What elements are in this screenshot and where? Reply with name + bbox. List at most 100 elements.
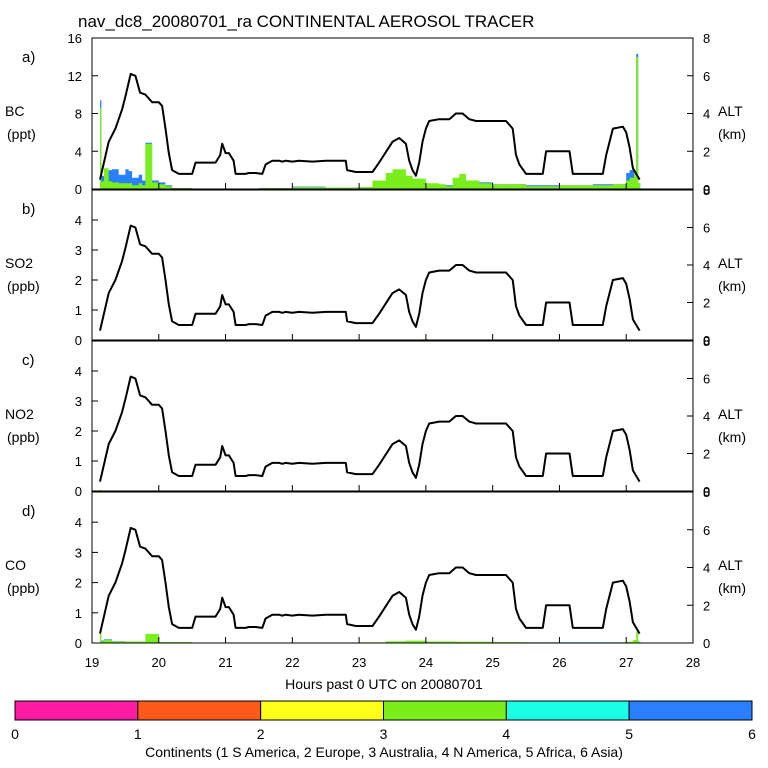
left-tick-label: 4 bbox=[75, 515, 82, 530]
right-tick-label: 4 bbox=[703, 258, 710, 273]
x-tick-label: 23 bbox=[352, 655, 366, 670]
right-axis-label: ALT bbox=[718, 103, 743, 119]
species-label: NO2 bbox=[5, 406, 34, 422]
panel-letter: a) bbox=[22, 49, 35, 66]
left-tick-label: 3 bbox=[75, 394, 82, 409]
left-tick-label: 3 bbox=[75, 545, 82, 560]
panel-letter: c) bbox=[22, 352, 35, 369]
right-tick-label: 4 bbox=[703, 409, 710, 424]
right-tick-label: 2 bbox=[703, 296, 710, 311]
right-axis-units: (km) bbox=[718, 429, 746, 445]
panel-frame bbox=[91, 340, 694, 492]
left-tick-label: 16 bbox=[68, 31, 82, 46]
units-label: (ppb) bbox=[7, 429, 40, 445]
right-tick-label: 8 bbox=[703, 183, 710, 198]
right-axis-label: ALT bbox=[718, 255, 743, 271]
right-tick-label: 0 bbox=[703, 333, 710, 348]
colorbar-swatch bbox=[628, 700, 753, 721]
x-tick-label: 28 bbox=[686, 655, 700, 670]
figure-title: nav_dc8_20080701_ra CONTINENTAL AEROSOL … bbox=[78, 12, 534, 31]
panel-letter: b) bbox=[22, 201, 35, 218]
right-tick-label: 8 bbox=[703, 485, 710, 500]
left-tick-label: 0 bbox=[75, 636, 82, 651]
right-tick-label: 0 bbox=[703, 182, 710, 197]
north-america-tracer-area bbox=[100, 56, 641, 190]
x-tick-label: 22 bbox=[285, 655, 299, 670]
species-label: BC bbox=[5, 103, 24, 119]
x-tick-label: 19 bbox=[85, 655, 99, 670]
colorbar-swatch bbox=[505, 700, 630, 721]
left-tick-label: 0 bbox=[75, 182, 82, 197]
left-tick-label: 1 bbox=[75, 606, 82, 621]
left-tick-label: 0 bbox=[75, 333, 82, 348]
units-label: (ppb) bbox=[7, 278, 40, 294]
left-tick-label: 4 bbox=[75, 364, 82, 379]
colorbar-swatch bbox=[260, 700, 384, 721]
right-tick-label: 6 bbox=[703, 523, 710, 538]
left-tick-label: 12 bbox=[68, 69, 82, 84]
left-tick-label: 2 bbox=[75, 273, 82, 288]
right-tick-label: 2 bbox=[703, 144, 710, 159]
right-tick-label: 0 bbox=[703, 636, 710, 651]
right-tick-label: 2 bbox=[703, 598, 710, 613]
right-tick-label: 6 bbox=[703, 221, 710, 236]
x-tick-label: 26 bbox=[552, 655, 566, 670]
left-tick-label: 4 bbox=[75, 213, 82, 228]
panel-so2: 0 1 2 3 4 0 2 4 6 8 b) SO2 (ppb) ALT (km) bbox=[5, 183, 746, 348]
x-tick-label: 27 bbox=[619, 655, 633, 670]
species-label: CO bbox=[5, 557, 26, 573]
right-tick-label: 6 bbox=[703, 69, 710, 84]
left-tick-label: 1 bbox=[75, 454, 82, 469]
right-tick-label: 0 bbox=[703, 484, 710, 499]
altitude-line bbox=[99, 224, 641, 332]
colorbar-swatch bbox=[137, 700, 262, 721]
shared-x-axis: 19 20 21 22 23 24 25 26 27 28 bbox=[85, 655, 700, 670]
right-tick-label: 4 bbox=[703, 561, 710, 576]
altitude-line bbox=[99, 526, 641, 635]
x-tick-label: 21 bbox=[218, 655, 232, 670]
colorbar-tick-label: 0 bbox=[11, 726, 19, 742]
units-label: (ppt) bbox=[7, 126, 36, 142]
right-tick-label: 2 bbox=[703, 447, 710, 462]
altitude-line bbox=[99, 375, 641, 483]
left-tick-label: 1 bbox=[75, 303, 82, 318]
x-tick-label: 24 bbox=[419, 655, 433, 670]
left-tick-label: 8 bbox=[75, 107, 82, 122]
colorbar-label: Continents (1 S America, 2 Europe, 3 Aus… bbox=[145, 744, 623, 760]
left-tick-label: 2 bbox=[75, 424, 82, 439]
left-tick-label: 0 bbox=[75, 484, 82, 499]
panel-no2: 0 1 2 3 4 0 2 4 6 8 c) NO2 (ppb) ALT (km) bbox=[5, 334, 746, 499]
left-tick-label: 4 bbox=[75, 144, 82, 159]
right-axis-units: (km) bbox=[718, 278, 746, 294]
right-tick-label: 6 bbox=[703, 372, 710, 387]
panel-frame bbox=[91, 37, 694, 190]
colorbar-tick-label: 5 bbox=[625, 726, 633, 742]
right-tick-label: 4 bbox=[703, 107, 710, 122]
colorbar-tick-label: 1 bbox=[134, 726, 142, 742]
colorbar-tick-label: 6 bbox=[748, 726, 756, 742]
x-axis-label: Hours past 0 UTC on 20080701 bbox=[285, 676, 483, 692]
panel-letter: d) bbox=[22, 503, 35, 520]
panel-bc: 0 4 8 12 16 0 2 4 6 8 a) BC (ppt) ALT (km) bbox=[5, 31, 746, 197]
panel-co: 0 1 2 3 4 0 2 4 6 8 d) CO (ppb) ALT (km) bbox=[5, 485, 746, 651]
right-axis-label: ALT bbox=[718, 557, 743, 573]
right-tick-label: 8 bbox=[703, 334, 710, 349]
panels: 048121602468a)BC(ppt)ALT(km)0123402468b)… bbox=[5, 31, 746, 651]
north-america-tracer-area bbox=[100, 631, 641, 643]
panel-frame bbox=[91, 491, 694, 644]
panel-frame bbox=[91, 189, 694, 341]
species-label: SO2 bbox=[5, 255, 33, 271]
x-tick-label: 25 bbox=[485, 655, 499, 670]
x-tick-label: 20 bbox=[152, 655, 166, 670]
units-label: (ppb) bbox=[7, 580, 40, 596]
right-axis-label: ALT bbox=[718, 406, 743, 422]
altitude-line bbox=[99, 72, 641, 181]
left-tick-label: 2 bbox=[75, 576, 82, 591]
colorbar-swatch bbox=[14, 700, 139, 721]
colorbar-swatch bbox=[383, 700, 507, 721]
right-axis-units: (km) bbox=[718, 126, 746, 142]
continent-colorbar: 0 1 2 3 4 5 6 bbox=[11, 700, 756, 742]
right-tick-label: 8 bbox=[703, 31, 710, 46]
right-axis-units: (km) bbox=[718, 580, 746, 596]
